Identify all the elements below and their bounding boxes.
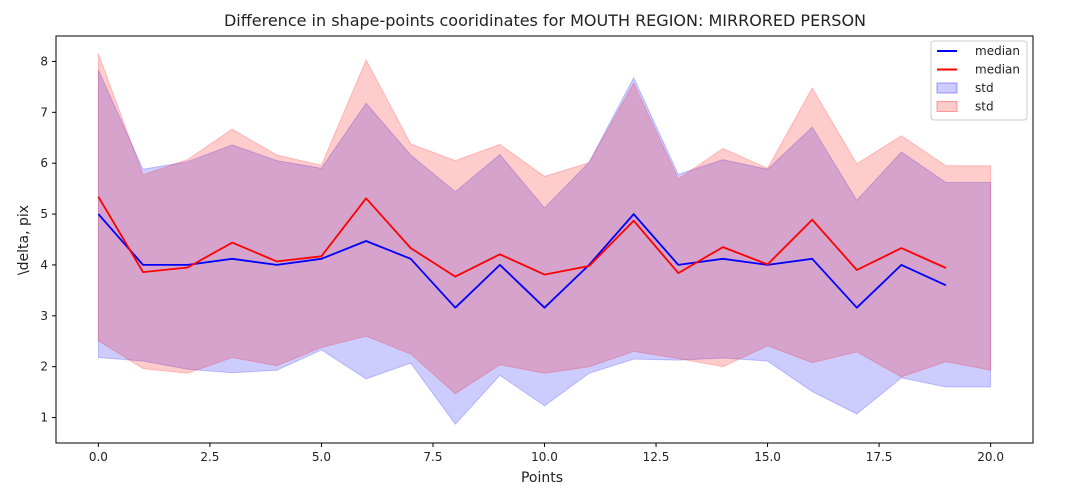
legend-label: median [975,63,1020,77]
y-tick-label: 7 [40,105,48,119]
y-tick-label: 6 [40,156,48,170]
y-axis-ticks: 1 2 3 4 5 6 7 8 [40,54,56,425]
std-bands [97,53,992,425]
x-tick-label: 2.5 [200,450,219,464]
y-tick-label: 3 [40,309,48,323]
legend-swatch [936,101,958,112]
y-tick-label: 1 [40,411,48,425]
legend-label: std [975,81,994,95]
median-line-2 [97,196,947,278]
x-tick-label: 10.0 [531,450,558,464]
legend-label: std [975,100,994,114]
legend-swatch [936,82,958,94]
chart-title: Difference in shape-points cooridinates … [224,11,866,30]
y-axis-label: \delta, pix [16,205,32,275]
legend-label: median [975,44,1020,58]
x-tick-label: 17.5 [866,450,893,464]
legend: median median std std [930,40,1028,121]
median-line-1 [97,213,947,309]
x-axis-ticks: 0.0 2.5 5.0 7.5 10.0 12.5 15.0 17.5 20.0 [89,443,1004,464]
x-tick-label: 5.0 [312,450,331,464]
x-tick-label: 15.0 [754,450,781,464]
x-tick-label: 12.5 [643,450,670,464]
legend-box [930,40,1028,121]
std-band-2 [97,53,992,395]
y-tick-label: 5 [40,207,48,221]
x-tick-label: 7.5 [423,450,442,464]
x-tick-label: 20.0 [977,450,1004,464]
std-band-1 [97,69,992,425]
y-tick-label: 8 [40,54,48,68]
y-tick-label: 2 [40,360,48,374]
x-tick-label: 0.0 [89,450,108,464]
x-axis-label: Points [521,470,563,486]
median-lines [97,196,947,309]
y-tick-label: 4 [40,258,48,272]
